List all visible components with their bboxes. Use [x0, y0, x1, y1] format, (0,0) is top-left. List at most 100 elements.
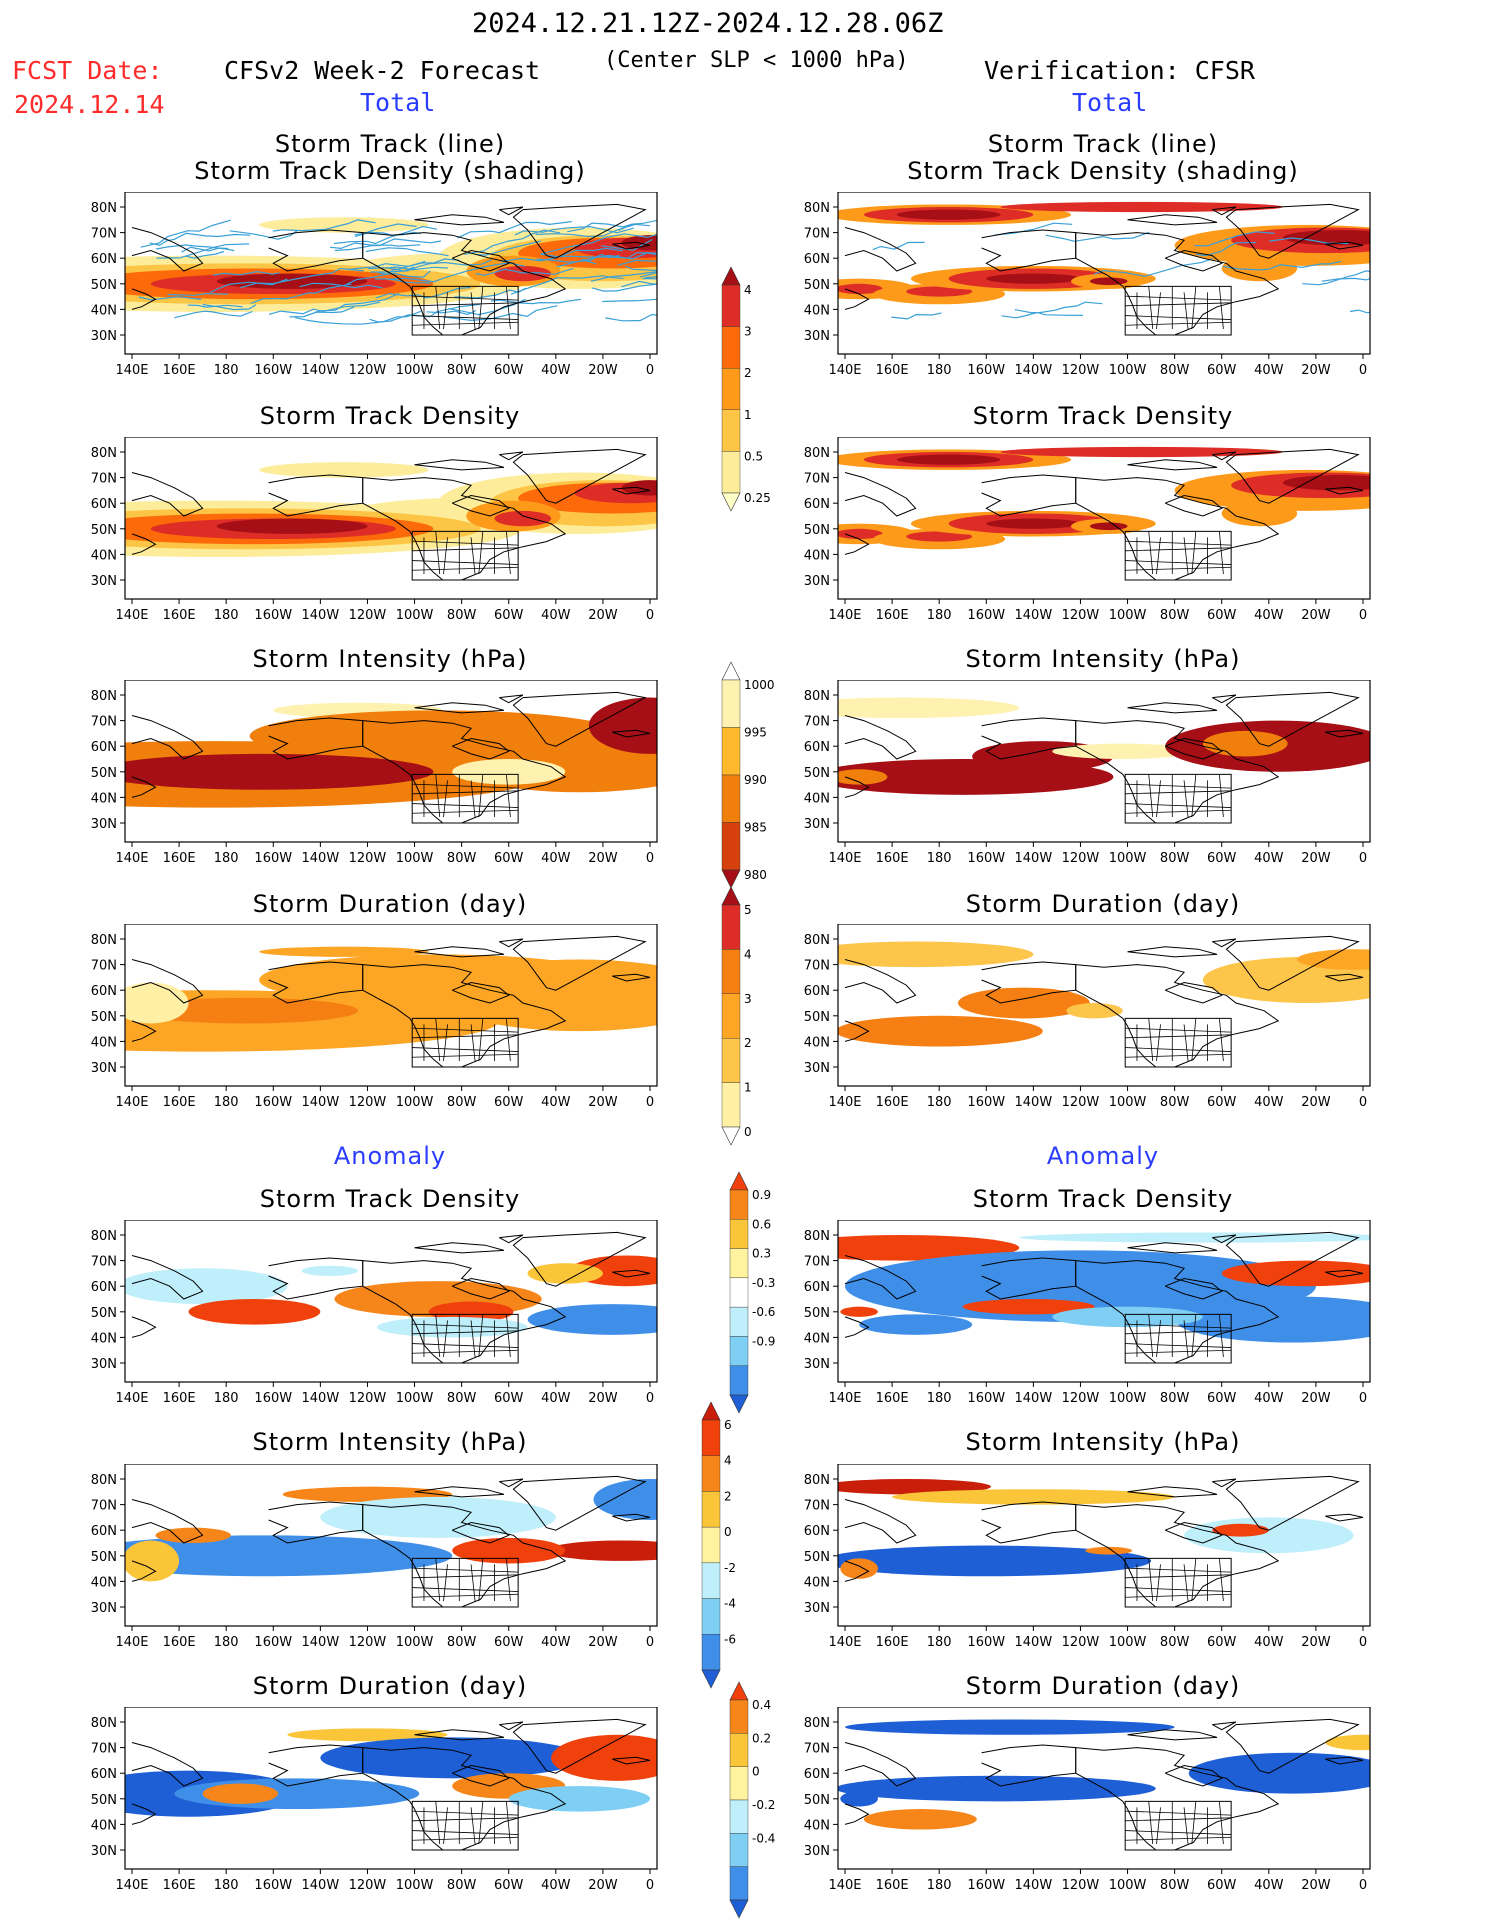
map-intensity-anom-right: 80N 70N 60N 50N 40N 30N 140E 160E 180 160W 140W 120…	[804, 1464, 1371, 1650]
lat-label: 60N	[91, 252, 117, 267]
lat-label: 30N	[91, 574, 117, 589]
shading-region	[838, 769, 888, 785]
shading-region	[1202, 730, 1288, 757]
lon-label: 80W	[1160, 1095, 1190, 1110]
coastlines	[844, 1475, 1364, 1608]
lon-label: 60W	[494, 1878, 524, 1893]
lon-label: 40W	[1254, 1095, 1284, 1110]
coastlines	[131, 448, 651, 581]
lon-label: 120W	[349, 1878, 387, 1893]
lon-label: 80W	[447, 851, 477, 866]
shading-region	[958, 987, 1090, 1019]
fcst-date-value: 2024.12.14	[14, 90, 165, 119]
colorbar-swatch	[729, 1248, 749, 1279]
lon-label: 40W	[541, 1878, 571, 1893]
lat-label: 80N	[91, 933, 117, 948]
lat-label: 80N	[804, 1229, 830, 1244]
colorbar-swatch	[729, 1336, 749, 1366]
lat-label: 70N	[91, 227, 117, 242]
lon-label: 40W	[541, 1095, 571, 1110]
lat-label: 50N	[91, 1306, 117, 1321]
lat-label: 40N	[91, 1035, 117, 1050]
lon-label: 20W	[588, 363, 618, 378]
lon-label: 160E	[163, 1878, 196, 1893]
lon-label: 160E	[876, 1095, 909, 1110]
shading-region	[527, 1304, 657, 1335]
lon-label: 60W	[1207, 1391, 1237, 1406]
shading-region	[125, 1540, 180, 1582]
lat-label: 80N	[91, 1716, 117, 1731]
lon-label: 140W	[302, 1391, 340, 1406]
colorbar-swatch	[701, 1634, 721, 1671]
shading-region	[838, 1775, 1156, 1802]
shading-region	[1188, 1752, 1370, 1794]
lon-label: 80W	[1160, 851, 1190, 866]
lon-label: 20W	[1301, 1095, 1331, 1110]
lat-label: 50N	[804, 1793, 830, 1808]
lat-label: 50N	[804, 1010, 830, 1025]
shading-region	[1066, 1003, 1123, 1019]
colorbar-label: 985	[744, 821, 767, 835]
lon-label: 100W	[396, 1095, 434, 1110]
lon-label: 80W	[1160, 1635, 1190, 1650]
lat-label: 40N	[804, 1331, 830, 1346]
lon-label: 80W	[447, 363, 477, 378]
lon-label: 100W	[396, 851, 434, 866]
lon-label: 140W	[1015, 1095, 1053, 1110]
colorbar-label: 4	[744, 283, 752, 297]
coastlines	[844, 691, 1364, 824]
lat-label: 60N	[91, 740, 117, 755]
lat-label: 30N	[804, 1061, 830, 1076]
lat-label: 70N	[91, 715, 117, 730]
lat-label: 60N	[804, 1767, 830, 1782]
lon-label: 180	[927, 1635, 952, 1650]
colorbar-label: -0.4	[752, 1831, 775, 1845]
lon-label: 160E	[163, 1635, 196, 1650]
lon-label: 60W	[494, 363, 524, 378]
shading-region	[1184, 1517, 1354, 1554]
colorbar-label: 0.9	[752, 1188, 771, 1202]
lon-label: 160E	[876, 1878, 909, 1893]
forecast-title: CFSv2 Week-2 Forecast	[224, 56, 541, 85]
lat-label: 40N	[804, 1035, 830, 1050]
coastlines	[131, 1475, 651, 1608]
lat-label: 70N	[91, 1742, 117, 1757]
map-duration-anom-right: 80N 70N 60N 50N 40N 30N 140E 160E 180 160W 140W 120…	[804, 1707, 1371, 1893]
colorbar-swatch	[729, 1899, 749, 1919]
lon-label: 140E	[115, 1635, 148, 1650]
colorbar-label: -2	[724, 1561, 736, 1575]
lon-label: 160E	[876, 1391, 909, 1406]
title-duration-left: Storm Duration (day)	[252, 890, 528, 918]
lon-label: 160W	[254, 608, 292, 623]
lon-label: 160W	[254, 1095, 292, 1110]
shading-region	[838, 697, 1020, 719]
lon-label: 80W	[447, 1391, 477, 1406]
slp-condition: (Center SLP < 1000 hPa)	[604, 48, 909, 73]
shading-region	[216, 518, 368, 534]
shading-region	[838, 941, 1034, 968]
shading-region	[840, 1791, 878, 1807]
lon-label: 0	[646, 1095, 654, 1110]
shading-region	[845, 1250, 1316, 1323]
colorbar-swatch	[729, 1681, 749, 1701]
lon-label: 0	[1359, 608, 1367, 623]
lon-label: 120W	[1062, 1095, 1100, 1110]
coastlines	[131, 935, 651, 1068]
lat-label: 80N	[804, 689, 830, 704]
lon-label: 100W	[1109, 1391, 1147, 1406]
lat-label: 70N	[91, 959, 117, 974]
colorbar-swatch	[721, 886, 741, 906]
lat-label: 40N	[91, 1331, 117, 1346]
section-total-left: Total	[360, 88, 436, 117]
lat-label: 60N	[91, 1767, 117, 1782]
lat-label: 50N	[91, 523, 117, 538]
lon-label: 120W	[1062, 851, 1100, 866]
map-density-left: 80N 70N 60N 50N 40N 30N 140E 160E 180 160W 140W 120…	[91, 437, 658, 623]
colorbar-duration: 5 4 3 2 1 0	[721, 886, 752, 1146]
colorbar-label: 1	[744, 408, 752, 422]
shading-region	[962, 1299, 1095, 1315]
lat-label: 60N	[91, 497, 117, 512]
coastlines	[844, 1718, 1364, 1851]
colorbar-label: 980	[744, 868, 767, 882]
fcst-date-label: FCST Date:	[12, 56, 163, 85]
